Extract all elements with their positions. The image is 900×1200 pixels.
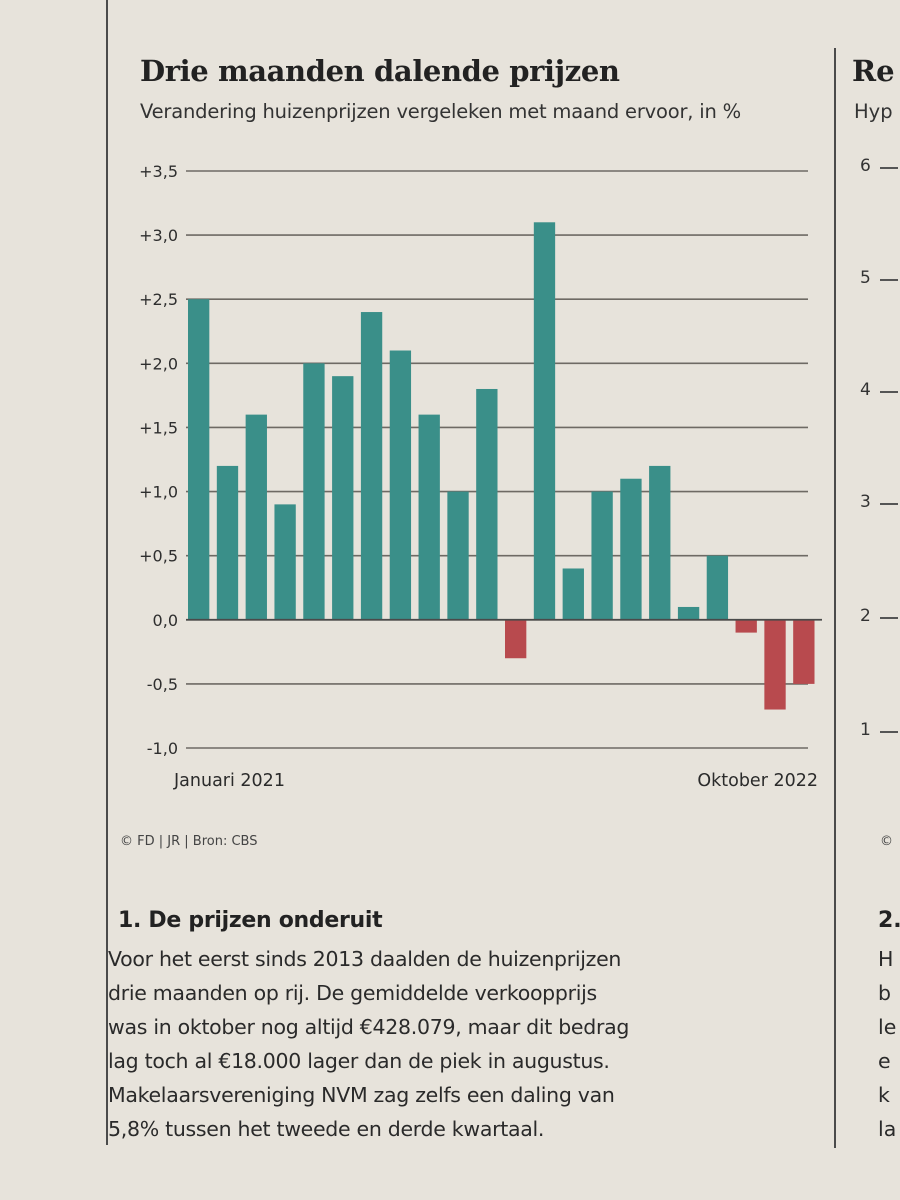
neighbor-subtitle: Hyp (854, 100, 893, 123)
bar (533, 222, 556, 620)
y-tick-label: +3,5 (139, 162, 178, 181)
neighbor-tick: 6 (860, 156, 898, 176)
bar (735, 619, 757, 633)
y-tick-label: -0,5 (147, 675, 178, 694)
y-tick-label: -1,0 (147, 739, 178, 758)
y-tick-label: +3,0 (139, 226, 178, 245)
column-rule-left (106, 0, 108, 1145)
neighbor-tick: 4 (860, 380, 898, 400)
neighbor-line: le (878, 1015, 897, 1039)
bar (332, 376, 354, 620)
article-line: Makelaarsvereniging NVM zag zelfs een da… (108, 1083, 615, 1107)
bar (274, 504, 296, 620)
bar (620, 478, 642, 620)
neighbor-line: e (878, 1049, 891, 1073)
article-line: lag toch al €18.000 lager dan de piek in… (108, 1049, 610, 1073)
neighbor-heading: 2. (878, 908, 900, 933)
bar (677, 606, 700, 620)
bar (303, 363, 325, 620)
chart-source: © FD | JR | Bron: CBS (120, 834, 258, 849)
bar (216, 465, 239, 620)
bar (706, 555, 729, 620)
column-rule-right (834, 48, 836, 1148)
neighbor-body: H b le e k la (878, 942, 896, 1146)
y-tick-label: +1,0 (139, 483, 178, 502)
y-tick-label: +2,0 (139, 354, 178, 373)
x-label-start: Januari 2021 (173, 771, 285, 791)
bar (360, 312, 383, 620)
neighbor-source: © (880, 834, 893, 849)
neighbor-tick: 1 (860, 720, 898, 740)
neighbor-title: Re (852, 54, 895, 88)
neighbor-line: H (878, 947, 894, 971)
chart-subtitle: Verandering huizenprijzen vergeleken met… (140, 100, 741, 123)
y-tick-label: +1,5 (139, 418, 178, 437)
neighbor-tick: 3 (860, 492, 898, 512)
bar (505, 619, 527, 659)
bar (389, 350, 412, 620)
article-line: drie maanden op rij. De gemiddelde verko… (108, 981, 597, 1005)
bar (764, 619, 786, 710)
chart-title: Drie maanden dalende prijzen (140, 54, 620, 88)
bar (418, 414, 440, 620)
bar (649, 465, 671, 620)
article-line: 5,8% tussen het tweede en derde kwartaal… (108, 1117, 545, 1141)
bar (562, 568, 584, 620)
neighbor-line: b (878, 981, 892, 1005)
bar-chart: +3,5 +3,0 +2,5 +2,0 +1,5 +1,0 +0,5 0,0 -0,5 -1,0 J… (139, 162, 822, 791)
neighbor-line: k (878, 1083, 890, 1107)
article-line: was in oktober nog altijd €428.079, maar… (108, 1015, 630, 1039)
bar (188, 299, 210, 620)
y-tick-label: +2,5 (139, 290, 178, 309)
article-heading: 1. De prijzen onderuit (118, 908, 383, 933)
neighbor-line: la (878, 1117, 897, 1141)
x-label-end: Oktober 2022 (697, 771, 818, 791)
neighbor-tick: 5 (860, 268, 898, 288)
bar (476, 388, 498, 620)
y-tick-label: +0,5 (139, 547, 178, 566)
bar (447, 491, 469, 620)
bar (245, 414, 267, 620)
bar (591, 491, 613, 620)
y-tick-label: 0,0 (153, 611, 178, 630)
bar (793, 619, 815, 684)
neighbor-tick: 2 (860, 606, 898, 626)
article-body: Voor het eerst sinds 2013 daalden de hui… (108, 942, 808, 1146)
article-line: Voor het eerst sinds 2013 daalden de hui… (108, 947, 622, 971)
